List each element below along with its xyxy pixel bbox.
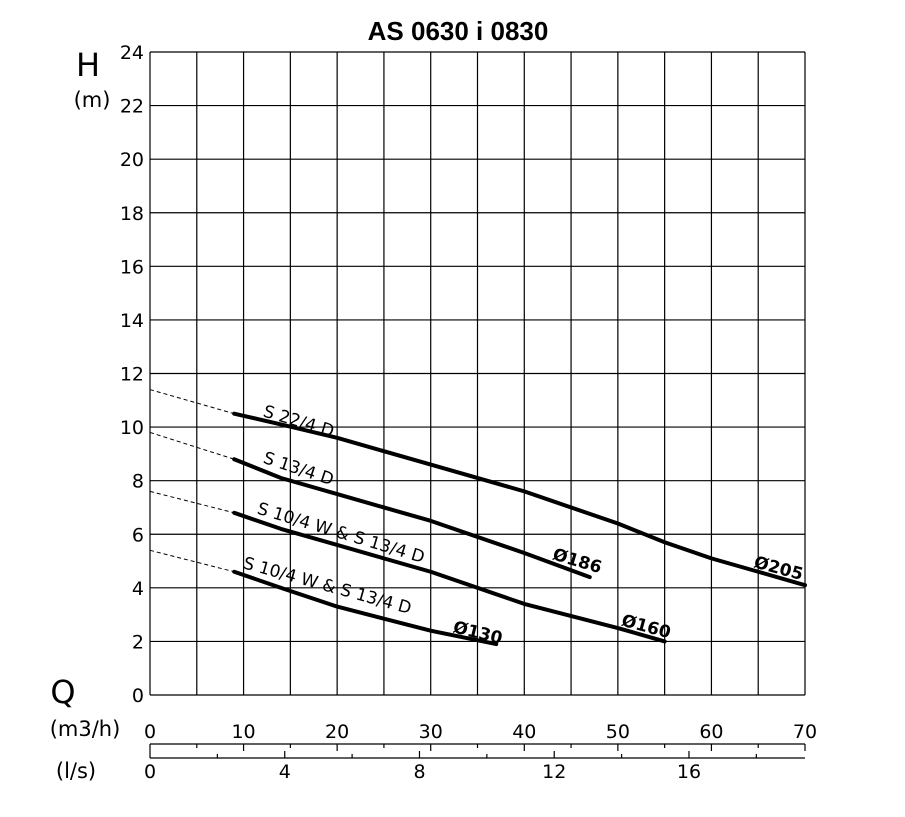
x-axis-secondary-unit: (l/s) — [56, 759, 96, 783]
x-tick-label: 40 — [512, 721, 536, 743]
chart-title: AS 0630 i 0830 — [368, 16, 549, 46]
y-tick-label: 0 — [132, 685, 144, 707]
y-tick-label: 4 — [132, 578, 144, 600]
x-axis-unit: (m3/h) — [50, 717, 121, 741]
curve-line — [232, 510, 667, 644]
curve-line — [232, 411, 807, 588]
y-tick-label: 20 — [120, 149, 144, 171]
x2-tick-label: 12 — [542, 761, 566, 783]
y-tick-label: 8 — [132, 471, 144, 493]
y-tick-label: 10 — [120, 417, 144, 439]
x-tick-label: 20 — [325, 721, 349, 743]
extrapolation-lines — [149, 389, 235, 573]
x-axis-m3h: 0 10 20 30 40 50 60 70 — [144, 721, 817, 751]
extrapolation-dashed-line — [149, 431, 235, 460]
x-tick-label: 30 — [419, 721, 443, 743]
x2-tick-label: 8 — [413, 761, 425, 783]
x-tick-label: 0 — [144, 721, 156, 743]
extrapolation-dashed-line — [149, 490, 235, 514]
y-tick-label: 18 — [120, 203, 144, 225]
extrapolation-dashed-line — [149, 549, 235, 573]
x2-tick-label: 0 — [144, 761, 156, 783]
extrapolation-dashed-line — [149, 389, 235, 415]
x-axis-symbol: Q — [50, 673, 75, 711]
y-tick-label: 2 — [132, 631, 144, 653]
x-tick-label: 60 — [699, 721, 723, 743]
y-tick-label: 24 — [120, 42, 144, 64]
curve-name-label: S 10/4 W & S 13/4 D — [255, 499, 427, 568]
curve-end-label: Ø205 — [752, 553, 805, 585]
y-tick-label: 14 — [120, 310, 144, 332]
x2-tick-label: 4 — [279, 761, 291, 783]
y-tick-label: 12 — [120, 364, 144, 386]
y-tick-label: 6 — [132, 524, 144, 546]
curve-name-label: S 22/4 D — [261, 402, 337, 442]
y-tick-label: 16 — [120, 256, 144, 278]
y-axis-symbol: H — [76, 46, 100, 84]
curve-line — [232, 569, 499, 647]
x-tick-label: 70 — [793, 721, 817, 743]
x-tick-label: 10 — [231, 721, 255, 743]
x-axis-ls: 0 4 8 12 16 — [144, 751, 805, 783]
x2-tick-label: 16 — [677, 761, 701, 783]
grid — [149, 51, 806, 696]
y-axis-unit: (m) — [74, 88, 111, 112]
x-tick-label: 50 — [606, 721, 630, 743]
curve-line — [232, 457, 592, 580]
y-tick-label: 22 — [120, 96, 144, 118]
curve-name-label: S 10/4 W & S 13/4 D — [241, 554, 414, 619]
